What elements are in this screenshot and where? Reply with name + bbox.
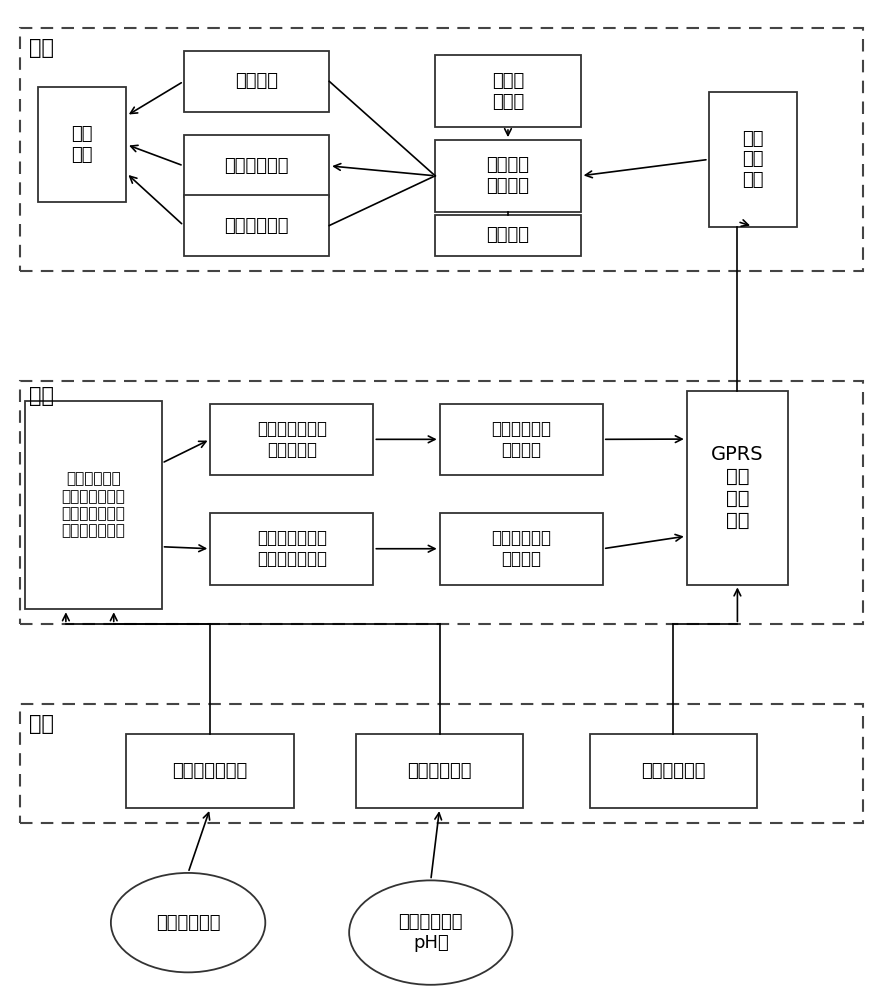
Bar (356, 734, 523, 808)
Bar (25, 401, 162, 609)
Text: 施肥配比方案: 施肥配比方案 (225, 217, 289, 235)
Bar (210, 404, 374, 475)
Text: GPRS
数据
发送
模块: GPRS 数据 发送 模块 (711, 445, 764, 530)
Bar (210, 513, 374, 585)
Bar (38, 87, 126, 202)
Text: 模式识别算法判
断气体浓度: 模式识别算法判 断气体浓度 (257, 420, 327, 459)
Text: 通过建模推算
化肥种类: 通过建模推算 化肥种类 (491, 529, 551, 568)
Bar (20, 28, 863, 271)
Text: 数据存储: 数据存储 (487, 226, 529, 244)
Text: 顶层: 顶层 (29, 38, 54, 58)
Bar (590, 734, 757, 808)
Bar (435, 55, 581, 127)
Text: 施肥时间: 施肥时间 (235, 72, 278, 90)
Bar (435, 215, 581, 256)
Text: 天气预
测数据: 天气预 测数据 (492, 72, 524, 111)
Text: 智能生物优化算
法判断气体种类: 智能生物优化算 法判断气体种类 (257, 529, 327, 568)
Bar (435, 140, 581, 212)
Bar (184, 135, 329, 197)
Text: 合适的施肥量: 合适的施肥量 (225, 157, 289, 175)
Text: 底层: 底层 (29, 714, 54, 734)
Bar (20, 704, 863, 823)
Bar (440, 404, 603, 475)
Text: 土壤温湿度、
pH值: 土壤温湿度、 pH值 (399, 913, 463, 952)
Text: 气体传感器阵列: 气体传感器阵列 (172, 762, 248, 780)
Bar (20, 381, 863, 624)
Text: 土壤表层气体: 土壤表层气体 (155, 914, 220, 932)
Text: 电脑自动
分析处理: 电脑自动 分析处理 (487, 156, 529, 195)
Ellipse shape (349, 880, 512, 985)
Bar (440, 513, 603, 585)
Text: 通过建模推算
化肥含量: 通过建模推算 化肥含量 (491, 420, 551, 459)
Bar (686, 391, 789, 585)
Text: 中央处理单元
（包括信号调理
电路、单片机系
统、显示系统）: 中央处理单元 （包括信号调理 电路、单片机系 统、显示系统） (61, 471, 125, 539)
Text: 数据
接收
模块: 数据 接收 模块 (742, 130, 764, 189)
Bar (126, 734, 294, 808)
Text: 中层: 中层 (29, 386, 54, 406)
Text: 农户
手机: 农户 手机 (71, 125, 93, 164)
Text: 温湿度传感器: 温湿度传感器 (408, 762, 472, 780)
Bar (709, 92, 797, 227)
Text: 图像采集模块: 图像采集模块 (641, 762, 706, 780)
Ellipse shape (111, 873, 266, 972)
Bar (184, 195, 329, 256)
Bar (184, 51, 329, 112)
